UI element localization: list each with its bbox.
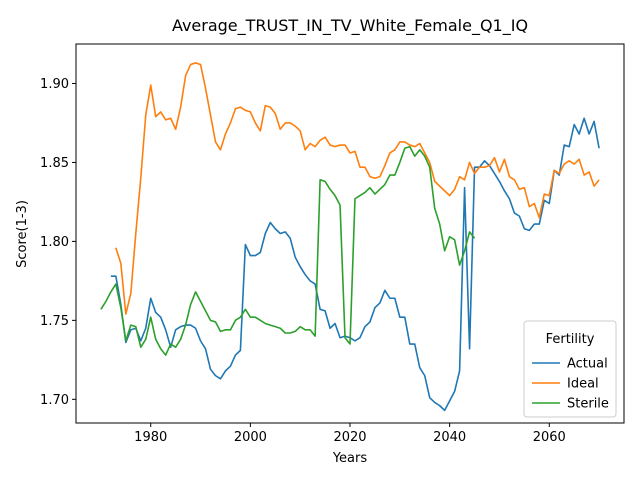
x-tick-label: 2020	[333, 430, 366, 445]
x-axis-label: Years	[332, 451, 368, 466]
chart-title: Average_TRUST_IN_TV_White_Female_Q1_IQ	[172, 16, 528, 36]
legend-label-ideal: Ideal	[567, 377, 599, 392]
series-line-actual	[110, 117, 600, 412]
y-tick-label: 1.85	[40, 156, 69, 171]
y-tick-label: 1.75	[40, 314, 69, 329]
y-tick-label: 1.80	[40, 235, 69, 250]
x-tick-label: 1980	[134, 430, 167, 445]
legend-label-sterile: Sterile	[567, 397, 609, 412]
x-tick-label: 2040	[433, 430, 466, 445]
legend-label-actual: Actual	[567, 357, 608, 372]
y-axis: 1.70 1.75 1.80 1.85 1.90	[40, 77, 76, 408]
x-tick-label: 2060	[533, 430, 566, 445]
x-tick-label: 2000	[234, 430, 267, 445]
legend-box	[523, 320, 617, 418]
plot-lines	[100, 62, 600, 412]
series-line-sterile	[100, 145, 476, 356]
y-axis-label: Score(1-3)	[15, 200, 30, 268]
legend-entries: Actual Ideal Sterile	[532, 357, 609, 412]
y-tick-label: 1.90	[40, 77, 69, 92]
legend-title: Fertility	[546, 332, 595, 347]
legend: Fertility Actual Ideal Sterile	[523, 320, 617, 418]
series-line-ideal	[115, 62, 600, 315]
y-tick-label: 1.70	[40, 393, 69, 408]
x-axis: 1980 2000 2020 2040 2060	[134, 423, 566, 445]
